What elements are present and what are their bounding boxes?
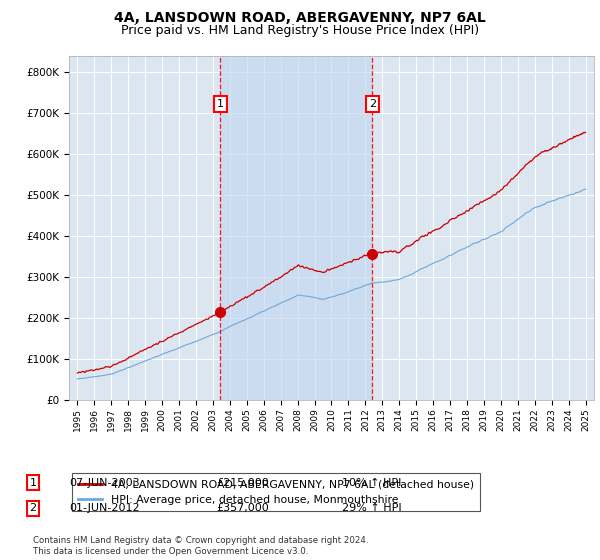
- Bar: [220, 56, 373, 400]
- Text: £215,000: £215,000: [216, 478, 269, 488]
- Text: 4A, LANSDOWN ROAD, ABERGAVENNY, NP7 6AL: 4A, LANSDOWN ROAD, ABERGAVENNY, NP7 6AL: [114, 11, 486, 25]
- Legend: 4A, LANSDOWN ROAD, ABERGAVENNY, NP7 6AL (detached house), HPI: Average price, de: 4A, LANSDOWN ROAD, ABERGAVENNY, NP7 6AL …: [72, 473, 481, 511]
- Text: Price paid vs. HM Land Registry's House Price Index (HPI): Price paid vs. HM Land Registry's House …: [121, 24, 479, 36]
- Text: 2: 2: [29, 503, 37, 514]
- Text: 1: 1: [217, 99, 224, 109]
- Text: 10% ↑ HPI: 10% ↑ HPI: [342, 478, 401, 488]
- Text: 2: 2: [369, 99, 376, 109]
- Text: Contains HM Land Registry data © Crown copyright and database right 2024.
This d: Contains HM Land Registry data © Crown c…: [33, 536, 368, 556]
- Text: 1: 1: [29, 478, 37, 488]
- Text: £357,000: £357,000: [216, 503, 269, 514]
- Text: 29% ↑ HPI: 29% ↑ HPI: [342, 503, 401, 514]
- Text: 07-JUN-2003: 07-JUN-2003: [69, 478, 140, 488]
- Text: 01-JUN-2012: 01-JUN-2012: [69, 503, 140, 514]
